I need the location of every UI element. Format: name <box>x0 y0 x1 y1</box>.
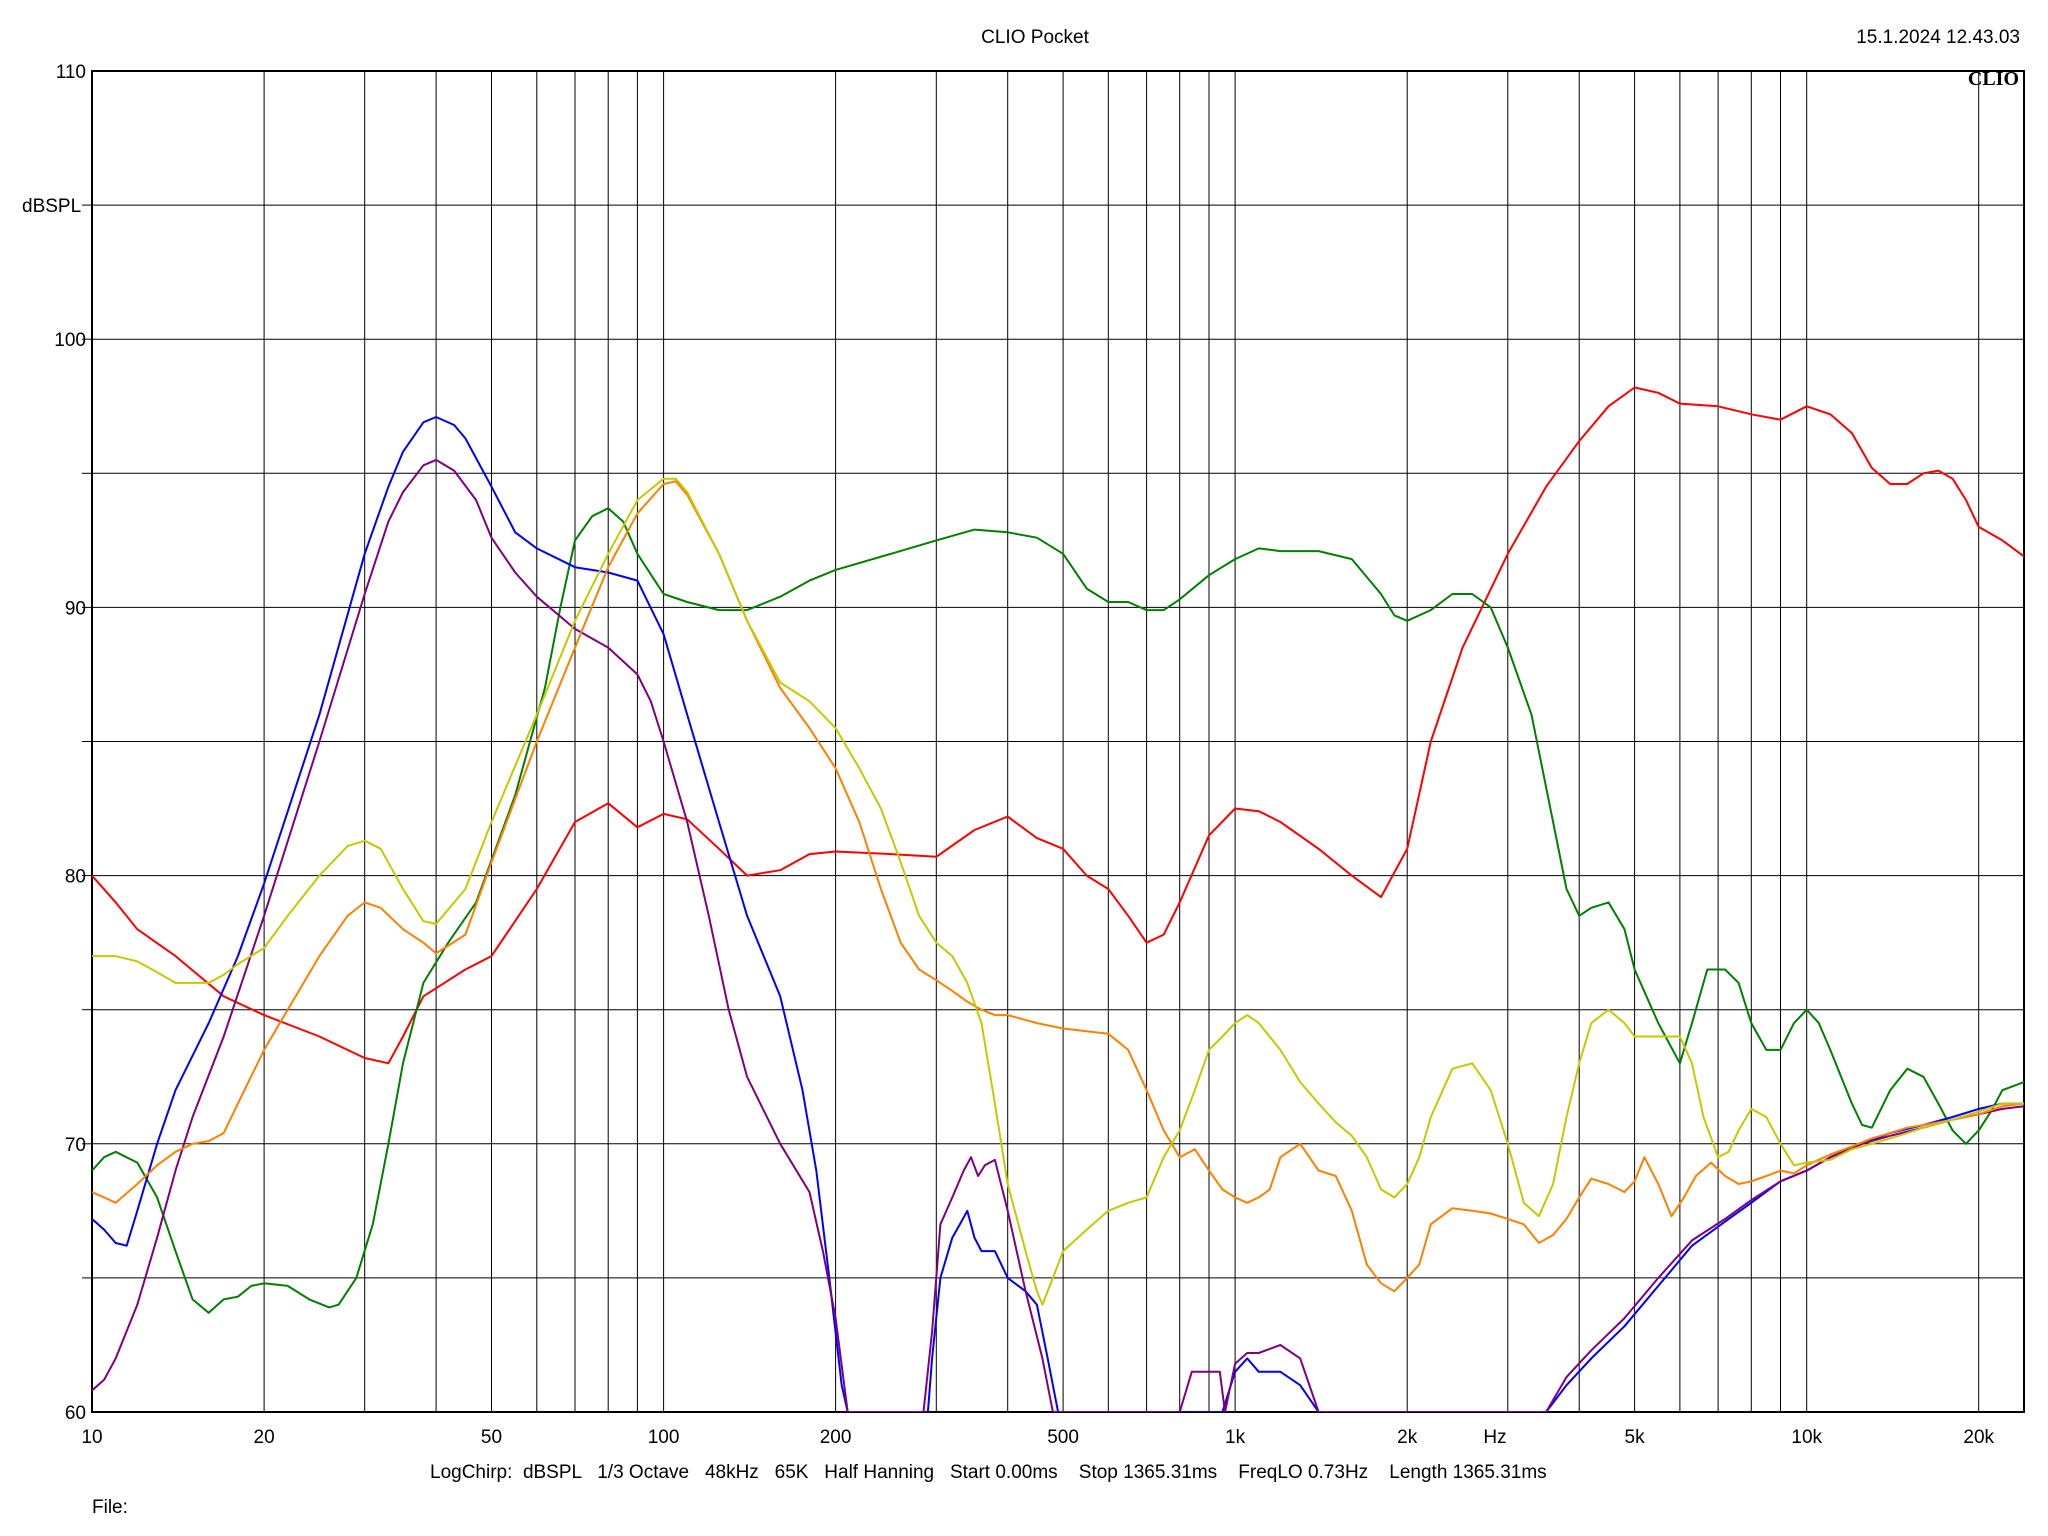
file-label: File: <box>92 1497 128 1518</box>
series-line-4 <box>92 458 2024 1412</box>
series-lines <box>92 386 2024 1412</box>
measurement-settings: LogChirp: dBSPL 1/3 Octave 48kHz 65K Hal… <box>430 1462 1547 1483</box>
x-tick-label: 10k <box>1791 1427 1822 1448</box>
x-tick-label: 5k <box>1625 1427 1646 1448</box>
grid-lines <box>92 71 2024 1412</box>
y-tick-label: 80 <box>65 867 86 888</box>
y-tick-label: 100 <box>54 330 86 351</box>
x-tick-label: 1k <box>1225 1427 1246 1448</box>
series-line-6 <box>92 477 2024 1306</box>
y-tick-label: 70 <box>65 1135 86 1156</box>
x-tick-label: 200 <box>820 1427 852 1448</box>
series-line-2 <box>92 507 2024 1314</box>
x-tick-label: 20 <box>254 1427 275 1448</box>
y-tick-label: 110 <box>56 62 86 83</box>
tick-labels: 60 70 80 90 100 110 10 20 50 100 200 500 1k 2k 5k 10k 20… <box>54 62 1994 1448</box>
y-axis-label: dBSPL <box>22 196 81 217</box>
x-tick-label: 20k <box>1963 1427 1994 1448</box>
x-tick-label: 500 <box>1047 1427 1079 1448</box>
chart-title: CLIO Pocket <box>981 27 1089 48</box>
x-axis-unit-label: Hz <box>1483 1427 1506 1448</box>
timestamp: 15.1.2024 12.43.03 <box>1856 27 2020 48</box>
series-line-5 <box>92 480 2024 1293</box>
x-tick-label: 50 <box>481 1427 502 1448</box>
series-line-1 <box>92 386 2024 1065</box>
y-tick-label: 90 <box>65 598 86 619</box>
x-tick-label: 10 <box>81 1427 102 1448</box>
y-tick-label: 60 <box>65 1403 86 1424</box>
series-line-3 <box>92 416 2024 1412</box>
x-tick-label: 100 <box>648 1427 680 1448</box>
x-tick-label: 2k <box>1397 1427 1418 1448</box>
clio-logo: CLIO <box>1968 68 2019 90</box>
